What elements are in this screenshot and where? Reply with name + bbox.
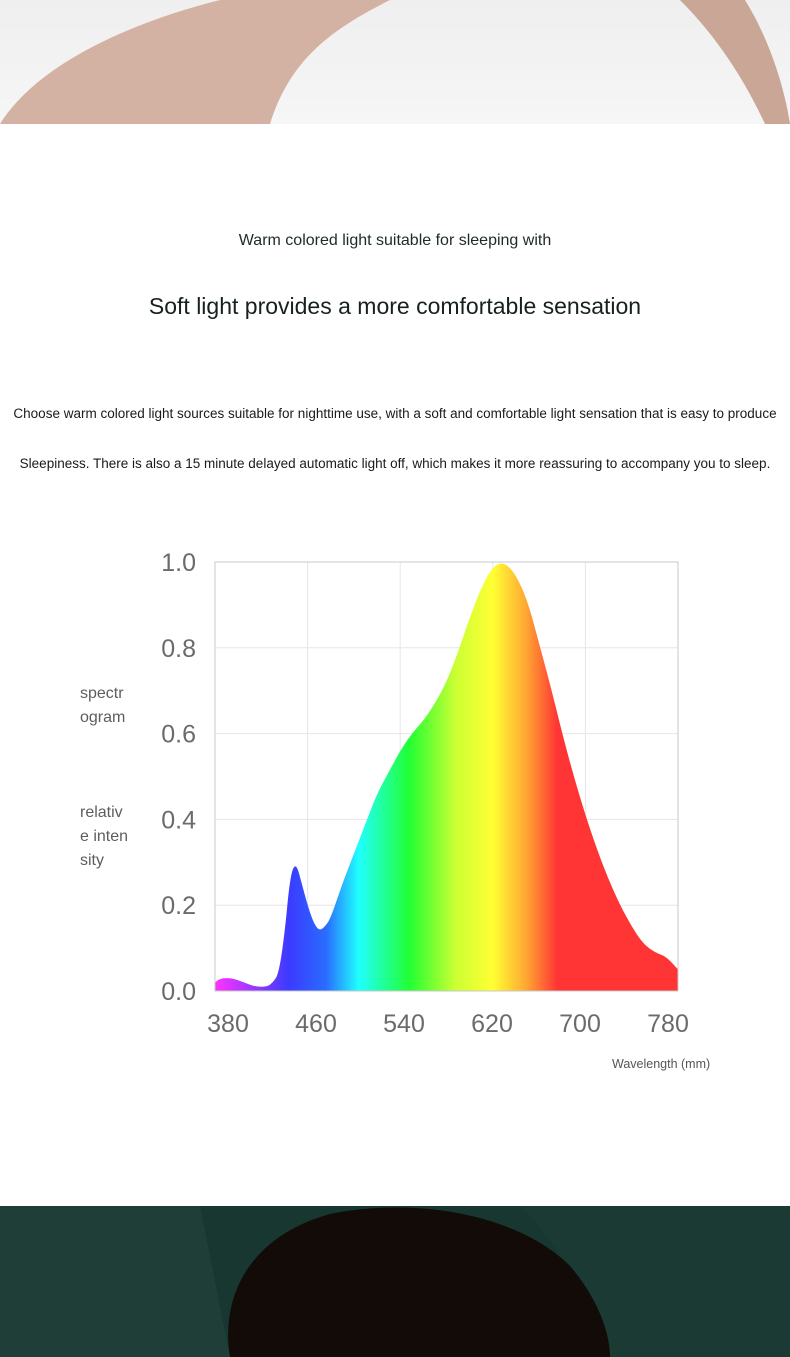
x-axis-label: Wavelength (mm) <box>612 1057 711 1071</box>
y-axis-label-spectrogram: spectr ogram <box>80 682 140 730</box>
y-label-line: relativ <box>80 804 123 821</box>
y-tick-label: 0.8 <box>161 635 196 663</box>
top-hero-image <box>0 0 790 124</box>
y-tick-label: 0.0 <box>161 978 196 1006</box>
y-label-line: ogram <box>80 709 126 726</box>
x-tick-label: 620 <box>471 1010 513 1038</box>
x-tick-label: 700 <box>559 1010 601 1038</box>
x-tick-label: 460 <box>295 1010 337 1038</box>
x-tick-label: 780 <box>647 1010 689 1038</box>
section-subtitle: Warm colored light suitable for sleeping… <box>238 232 552 249</box>
description-line-2: Sleepiness. There is also a 15 minute de… <box>19 456 771 471</box>
hand-photo-crop <box>0 0 790 124</box>
x-tick-label: 540 <box>383 1010 425 1038</box>
x-ticks: 380 460 540 620 700 780 <box>207 1010 689 1038</box>
spectrum-area <box>215 563 678 991</box>
y-tick-label: 0.4 <box>161 806 196 834</box>
sleeping-photo-crop <box>0 1206 790 1357</box>
plot-frame <box>214 561 679 992</box>
section-headline: Soft light provides a more comfortable s… <box>148 293 642 319</box>
x-tick-label: 380 <box>207 1010 249 1038</box>
y-tick-label: 1.0 <box>161 549 196 577</box>
description-line-1: Choose warm colored light sources suitab… <box>13 406 777 421</box>
spectrum-chart: 1.0 0.8 0.6 0.4 0.2 0.0 380 460 540 620 700 780 <box>161 549 689 1038</box>
y-tick-label: 0.2 <box>161 892 196 920</box>
y-axis-label-relative-intensity: relativ e inten sity <box>80 801 140 873</box>
y-ticks: 1.0 0.8 0.6 0.4 0.2 0.0 <box>161 549 196 1006</box>
bottom-hero-image <box>0 1206 790 1357</box>
y-tick-label: 0.6 <box>161 721 196 749</box>
y-label-line: sity <box>80 852 104 869</box>
y-label-line: spectr <box>80 685 124 702</box>
y-label-line: e inten <box>80 828 129 845</box>
